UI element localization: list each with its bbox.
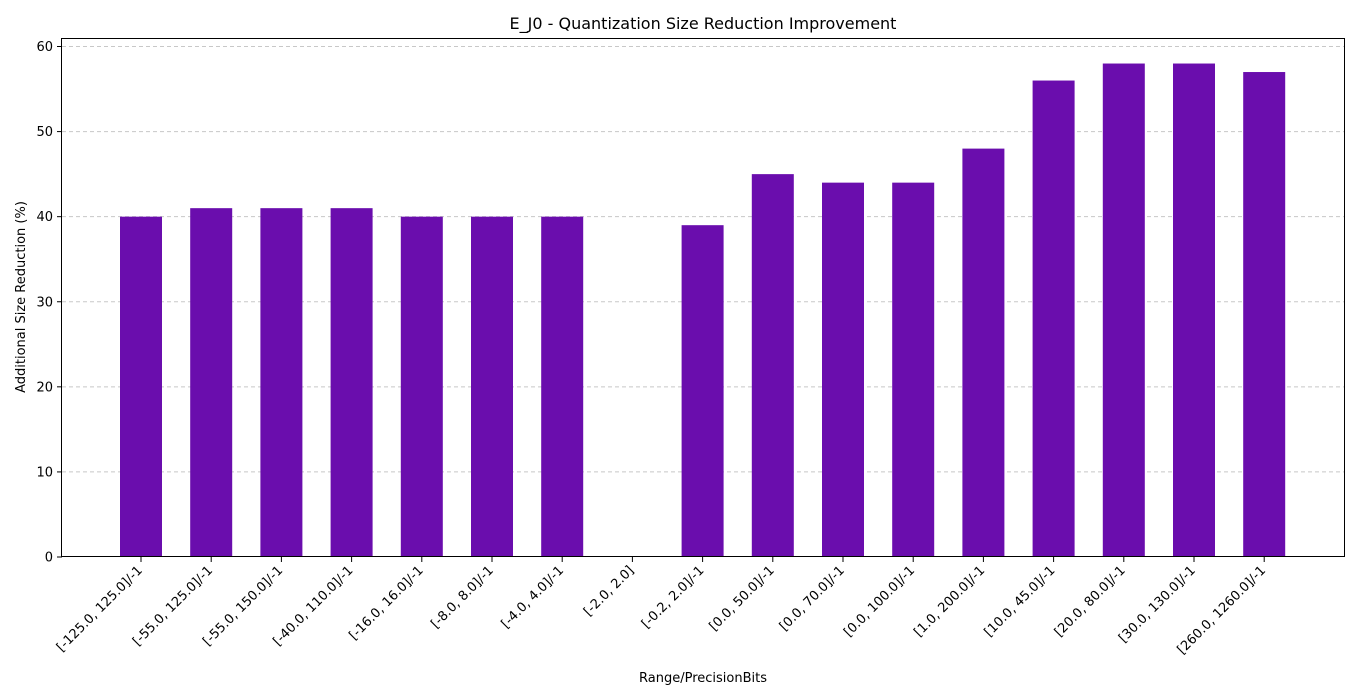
y-tick-label: 0 [45,551,53,566]
x-axis-ticks: [-125.0, 125.0]/-1[-55.0, 125.0]/-1[-55.… [54,557,1269,658]
bar [962,148,1005,557]
bar [751,174,794,557]
bars [120,63,1286,558]
y-tick-label: 10 [36,465,53,480]
bar [330,208,373,557]
bar [1102,63,1145,557]
x-axis-label: Range/PrecisionBits [639,671,767,686]
bar [541,216,584,558]
y-axis-ticks: 0 10 20 30 40 50 60 [36,40,62,566]
y-tick-label: 30 [36,295,53,310]
x-tick-label: [20.0, 80.0]/-1 [1052,563,1129,640]
x-tick-label: [30.0, 130.0]/-1 [1116,563,1199,646]
y-axis-label: Additional Size Reduction (%) [14,201,29,393]
bar [1173,63,1215,557]
bar [1243,72,1286,558]
bar [471,216,513,558]
x-tick-label: [-16.0, 16.0]/-1 [346,563,426,643]
bar [190,208,233,557]
x-tick-label: [10.0, 45.0]/-1 [982,563,1059,640]
x-tick-label: [1.0, 200.0]/-1 [911,563,988,640]
plot-area-frame [61,38,1345,557]
bar [1032,80,1075,557]
bar [120,216,162,558]
bar [681,225,724,557]
x-tick-label: [-4.0, 4.0]/-1 [499,563,567,631]
bar [400,216,443,558]
bar [822,182,864,557]
x-tick-label: [0.0, 70.0]/-1 [777,563,848,634]
x-tick-label: [-0.2, 2.0]/-1 [639,563,707,631]
bar [892,182,935,557]
y-tick-label: 50 [36,125,53,140]
y-tick-label: 20 [36,380,53,395]
x-tick-label: [0.0, 100.0]/-1 [841,563,918,640]
x-tick-label: [0.0, 50.0]/-1 [707,563,778,634]
bar [260,208,303,557]
y-tick-label: 40 [36,210,53,225]
x-tick-label: [-2.0, 2.0] [581,563,637,619]
y-tick-label: 60 [36,40,53,55]
chart-title: E_J0 - Quantization Size Reduction Impro… [510,14,897,34]
x-tick-label: [-8.0, 8.0]/-1 [428,563,496,631]
